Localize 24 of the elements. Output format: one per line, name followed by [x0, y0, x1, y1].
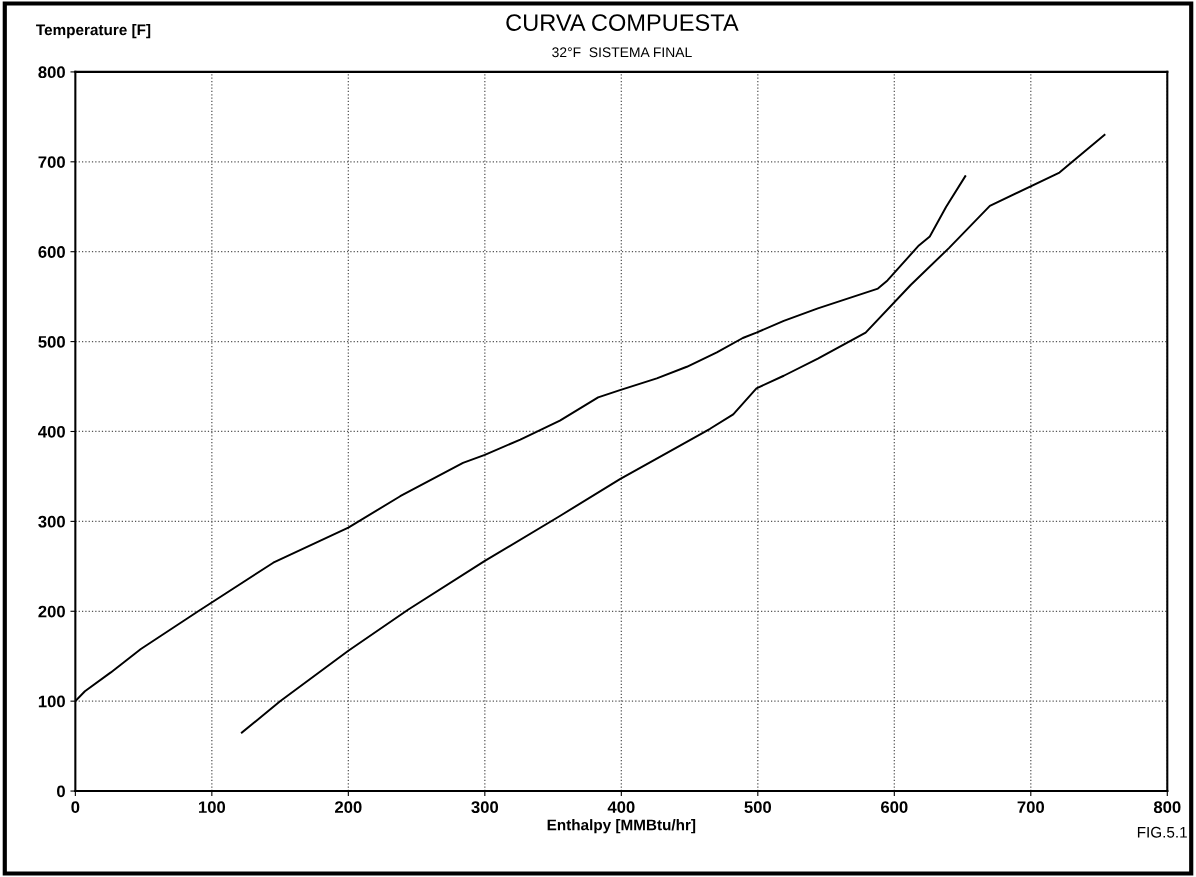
- chart-subtitle: 32°F SISTEMA FINAL: [552, 47, 692, 58]
- x-tick-label: 100: [198, 801, 226, 814]
- y-tick-label: 400: [38, 425, 65, 438]
- y-tick-label: 800: [38, 66, 65, 79]
- x-axis-title: Enthalpy [MMBtu/hr]: [547, 819, 696, 834]
- x-tick-label: 0: [71, 801, 80, 814]
- x-tick-label: 600: [881, 801, 908, 814]
- y-tick-label: 100: [38, 695, 65, 708]
- x-tick-label: 400: [607, 801, 635, 814]
- x-tick-label: 300: [471, 801, 499, 814]
- x-tick-label: 800: [1153, 801, 1181, 814]
- y-tick-label: 700: [38, 156, 65, 169]
- x-tick-label: 200: [335, 801, 362, 814]
- chart-title: CURVA COMPUESTA: [506, 14, 739, 31]
- x-tick-label: 500: [744, 801, 772, 814]
- y-tick-label: 300: [38, 515, 65, 528]
- y-axis-title: Temperature [F]: [36, 24, 151, 39]
- line-series: [240, 133, 1106, 734]
- y-tick-label: 200: [38, 605, 65, 618]
- y-tick-label: 600: [38, 246, 65, 258]
- y-tick-label: 0: [57, 785, 65, 798]
- y-tick-label: 500: [38, 335, 65, 348]
- x-tick-label: 700: [1017, 801, 1045, 814]
- caption: FIG.5.1: [1137, 826, 1187, 838]
